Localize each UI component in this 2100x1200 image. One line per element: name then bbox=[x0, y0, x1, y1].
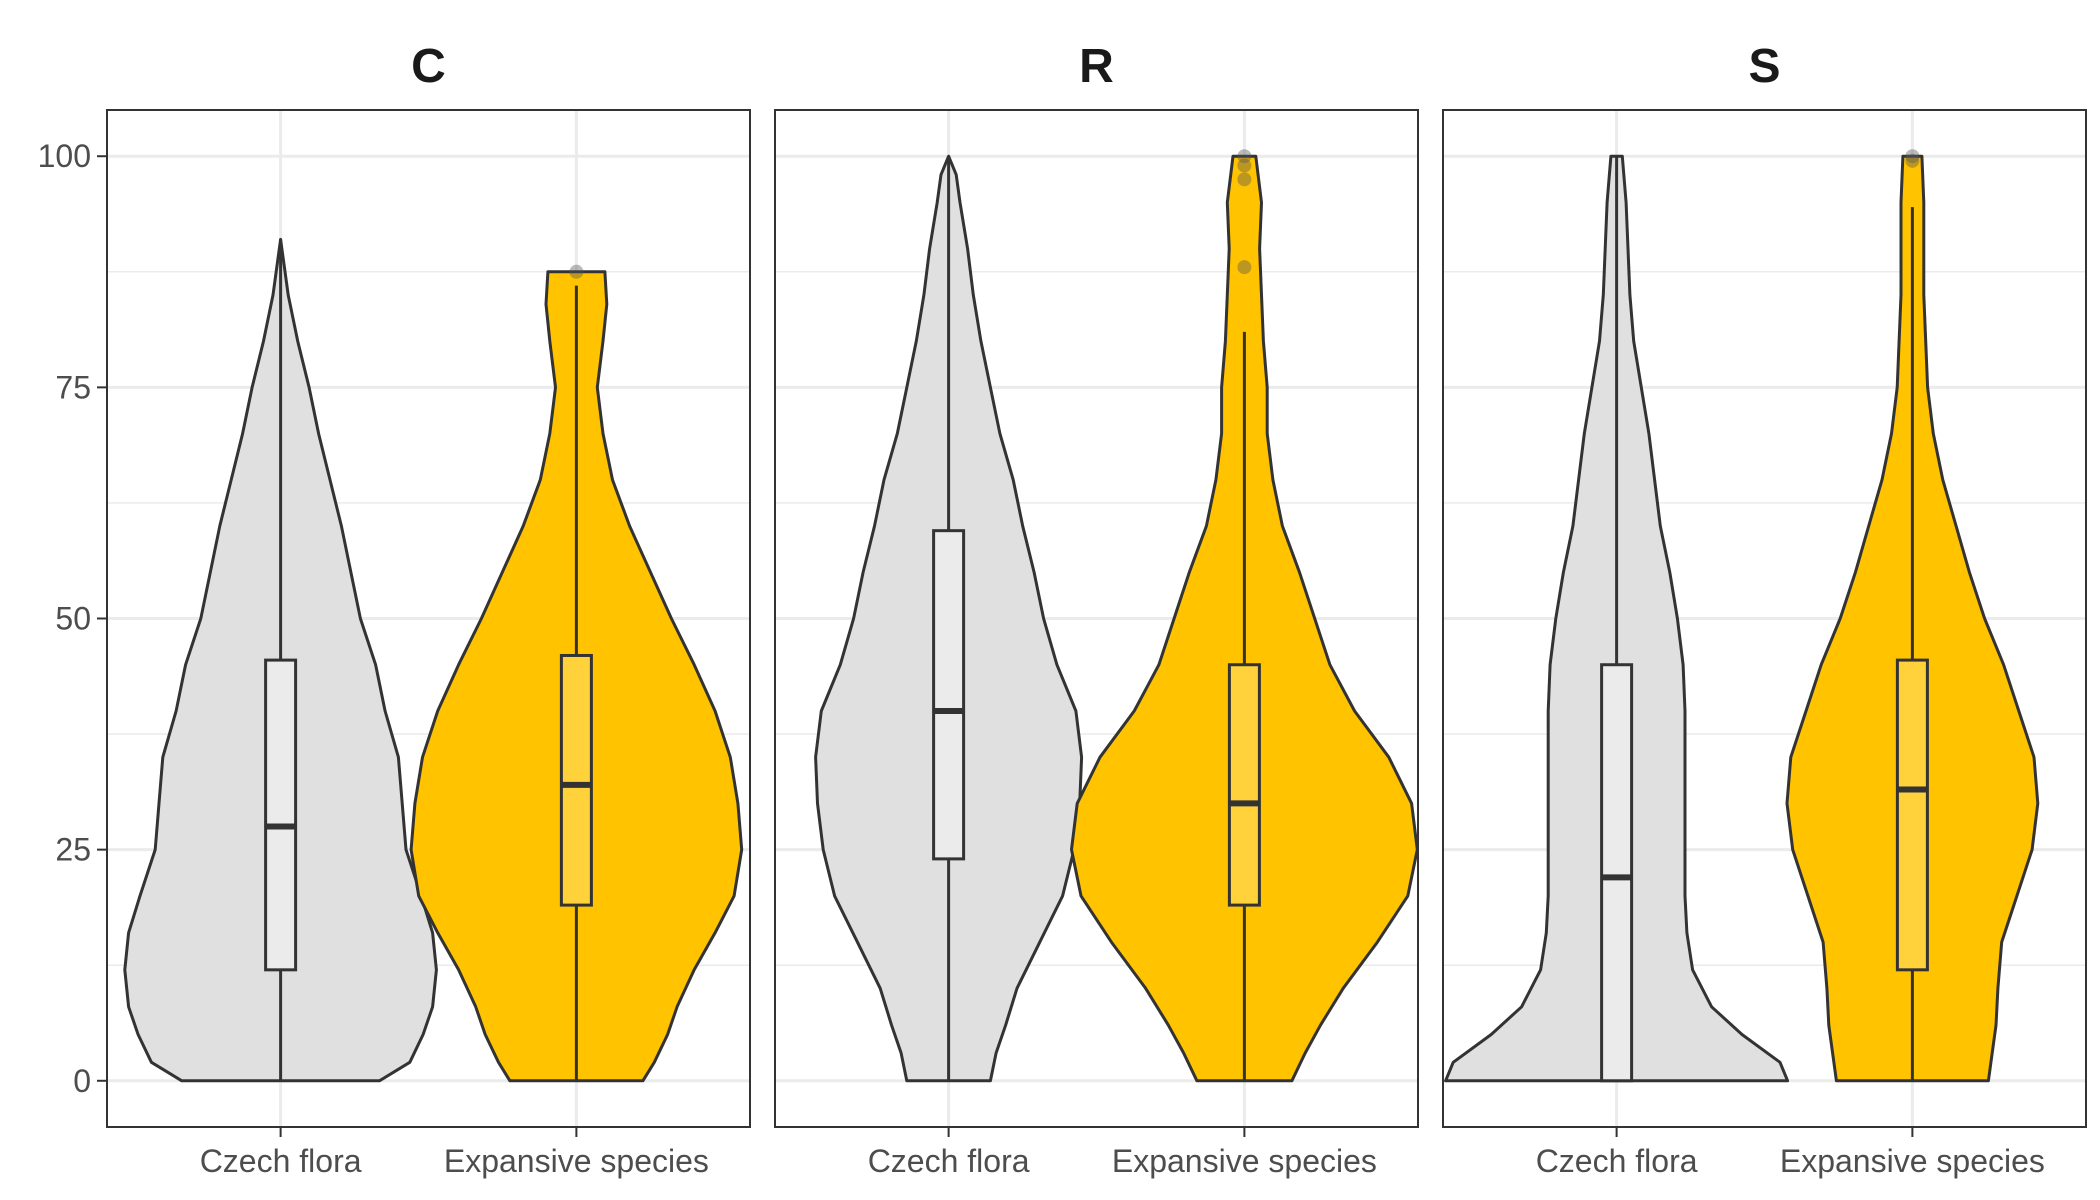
x-tick-label: Czech flora bbox=[868, 1143, 1030, 1179]
iqr-box bbox=[932, 529, 966, 861]
panel-c: C Czech flora Expansive species bbox=[106, 40, 751, 1179]
iqr-box bbox=[1895, 658, 1929, 972]
x-tick-label: Czech flora bbox=[200, 1143, 362, 1179]
x-tick-label: Czech flora bbox=[1536, 1143, 1698, 1179]
x-tick-label: Expansive species bbox=[1112, 1143, 1377, 1179]
panel-r: R Czech flora Expansive species bbox=[774, 40, 1419, 1179]
panel-s: S Czech flora Expansive species bbox=[1442, 40, 2087, 1179]
facet-panels: C Czech flora Expansive species R Czech flor… bbox=[106, 40, 2087, 1179]
y-tick-label: 50 bbox=[55, 601, 91, 637]
y-axis: 0 25 50 75 100 bbox=[38, 138, 107, 1099]
panel-title: C bbox=[411, 40, 446, 93]
panel-title: S bbox=[1748, 40, 1780, 93]
y-tick-label: 0 bbox=[73, 1063, 91, 1099]
panel-border bbox=[774, 109, 1419, 1128]
y-tick-label: 75 bbox=[55, 369, 91, 405]
x-tick-label: Expansive species bbox=[444, 1143, 709, 1179]
y-tick-label: 100 bbox=[38, 138, 91, 174]
outlier-point bbox=[1237, 149, 1252, 164]
x-tick-label: Expansive species bbox=[1780, 1143, 2045, 1179]
panel-border bbox=[106, 109, 751, 1128]
panel-border bbox=[1442, 109, 2087, 1128]
panel-title: R bbox=[1079, 40, 1114, 93]
y-tick-label: 25 bbox=[55, 832, 91, 868]
iqr-box bbox=[1227, 663, 1261, 907]
iqr-box bbox=[1600, 663, 1634, 1083]
outlier-point bbox=[1237, 172, 1252, 187]
outlier-point bbox=[1237, 260, 1252, 275]
outlier-point bbox=[1905, 149, 1920, 164]
iqr-box bbox=[264, 658, 298, 972]
outlier-point bbox=[569, 264, 584, 279]
outlier-point bbox=[1905, 153, 1920, 168]
iqr-box bbox=[559, 653, 593, 907]
outlier-point bbox=[1237, 158, 1252, 173]
